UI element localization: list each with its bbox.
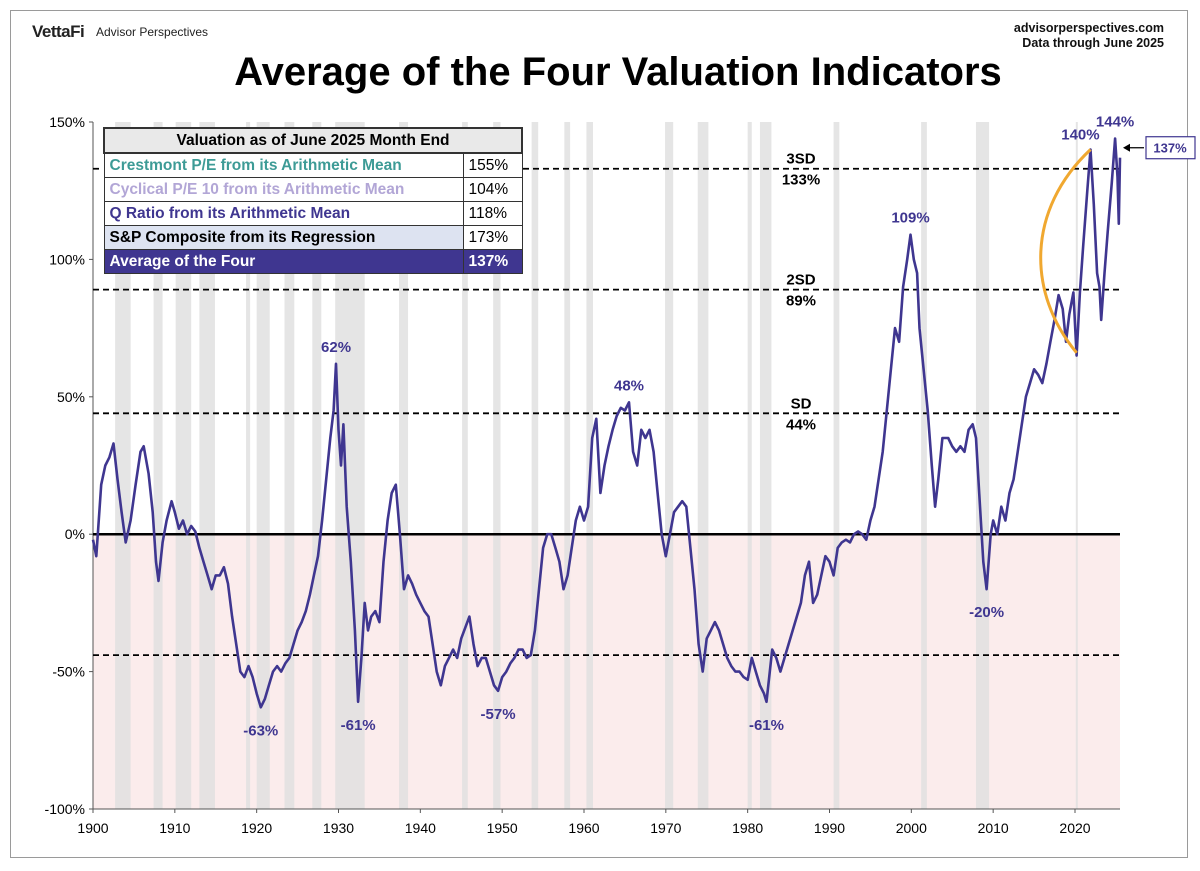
- row-value-sp-regression: 173%: [462, 225, 523, 250]
- row-label-sp-regression: S&P Composite from its Regression: [103, 225, 464, 250]
- recession-band: [665, 122, 674, 809]
- sd-value-label: 133%: [782, 172, 820, 189]
- brand-logo: VettaFi: [32, 22, 85, 41]
- table-row: S&P Composite from its Regression 173%: [103, 225, 523, 250]
- recession-band: [246, 122, 251, 809]
- peak-trough-label: -61%: [749, 717, 784, 734]
- recession-band: [833, 122, 840, 809]
- recession-band: [1075, 122, 1078, 809]
- x-tick-label: 1940: [405, 820, 436, 836]
- peak-trough-label: 62%: [321, 339, 351, 356]
- x-tick-label: 1950: [487, 820, 518, 836]
- recession-band: [462, 122, 468, 809]
- peak-trough-label: -20%: [969, 604, 1004, 621]
- labels-layer: 3SD 133% 2SD 89% SD 44% 150% 100% 50% 0% -50% -100%…: [45, 113, 1196, 836]
- chart-title: Average of the Four Valuation Indicators: [234, 50, 1002, 94]
- recession-band: [153, 122, 163, 809]
- highlight-arc: [1039, 148, 1092, 354]
- y-tick-label: -50%: [52, 664, 85, 680]
- y-tick-label: -100%: [45, 801, 85, 817]
- peak-trough-label: 140%: [1061, 126, 1099, 143]
- sd-value-label: 89%: [786, 293, 816, 310]
- row-label-average: Average of the Four: [103, 249, 464, 274]
- sd-label-bg: [775, 170, 827, 189]
- row-value-crestmont: 155%: [462, 152, 523, 178]
- recession-band: [175, 122, 192, 809]
- x-tick-label: 1930: [323, 820, 354, 836]
- peak-trough-label: -63%: [243, 722, 278, 739]
- y-tick-label: 100%: [49, 251, 85, 267]
- row-value-q-ratio: 118%: [462, 201, 523, 226]
- sd-label: SD: [791, 395, 812, 412]
- peak-trough-label: 144%: [1096, 113, 1134, 130]
- average-valuation-line: [91, 137, 1122, 709]
- row-value-cyclical-pe: 104%: [462, 177, 523, 202]
- peak-trough-label: -61%: [341, 717, 376, 734]
- recession-band: [759, 122, 772, 809]
- x-tick-label: 1920: [241, 820, 272, 836]
- x-tick-label: 2020: [1059, 820, 1090, 836]
- sd-label: 2SD: [786, 272, 815, 289]
- latest-box: [1145, 136, 1196, 160]
- latest-value-label: 137%: [1153, 141, 1187, 156]
- x-tick-label: 1970: [650, 820, 681, 836]
- data-through-note: Data through June 2025: [1022, 36, 1164, 50]
- recession-band: [256, 122, 270, 809]
- chart-frame: [10, 10, 1188, 858]
- series-layer: [91, 137, 1122, 709]
- sd-value-label: 44%: [786, 416, 816, 433]
- peak-trough-label: 109%: [891, 210, 929, 227]
- recession-band: [564, 122, 571, 809]
- site-url: advisorperspectives.com: [1013, 21, 1164, 35]
- peak-trough-label: -57%: [481, 706, 516, 723]
- recession-band: [747, 122, 752, 809]
- x-tick-label: 1960: [568, 820, 599, 836]
- table-row: Cyclical P/E 10 from its Arithmetic Mean…: [103, 177, 523, 202]
- table-row: Crestmont P/E from its Arithmetic Mean 1…: [103, 152, 523, 178]
- valuation-table-header: Valuation as of June 2025 Month End: [103, 127, 523, 154]
- recession-band: [312, 122, 322, 809]
- x-tick-label: 2000: [896, 820, 927, 836]
- x-tick-label: 2010: [978, 820, 1009, 836]
- recession-band: [199, 122, 215, 809]
- y-tick-label: 50%: [57, 389, 85, 405]
- x-tick-label: 1910: [159, 820, 190, 836]
- row-label-q-ratio: Q Ratio from its Arithmetic Mean: [103, 201, 464, 226]
- recession-band: [284, 122, 295, 809]
- recession-band: [531, 122, 539, 809]
- brand-subtitle: Advisor Perspectives: [96, 25, 209, 39]
- recession-band: [399, 122, 409, 809]
- peak-trough-label: 48%: [614, 377, 644, 394]
- y-tick-label: 150%: [49, 114, 85, 130]
- row-label-cyclical-pe: Cyclical P/E 10 from its Arithmetic Mean: [103, 177, 464, 202]
- recession-band: [921, 122, 927, 809]
- latest-arrowhead: [1123, 143, 1130, 152]
- recession-band: [115, 122, 131, 809]
- row-label-crestmont: Crestmont P/E from its Arithmetic Mean: [103, 152, 464, 178]
- recession-band: [975, 122, 990, 809]
- x-tick-label: 1900: [77, 820, 108, 836]
- x-tick-label: 1980: [732, 820, 763, 836]
- valuation-table: Valuation as of June 2025 Month End Cres…: [103, 127, 523, 274]
- table-row: Q Ratio from its Arithmetic Mean 118%: [103, 201, 523, 226]
- table-row: Average of the Four 137%: [103, 249, 523, 274]
- sd-label-bg: [775, 291, 827, 310]
- row-value-average: 137%: [462, 249, 523, 274]
- sd-label-bg: [775, 415, 827, 434]
- recession-band: [697, 122, 709, 809]
- sd-label: 3SD: [786, 151, 815, 168]
- x-tick-label: 1990: [814, 820, 845, 836]
- recession-band: [493, 122, 501, 809]
- y-tick-label: 0%: [65, 526, 85, 542]
